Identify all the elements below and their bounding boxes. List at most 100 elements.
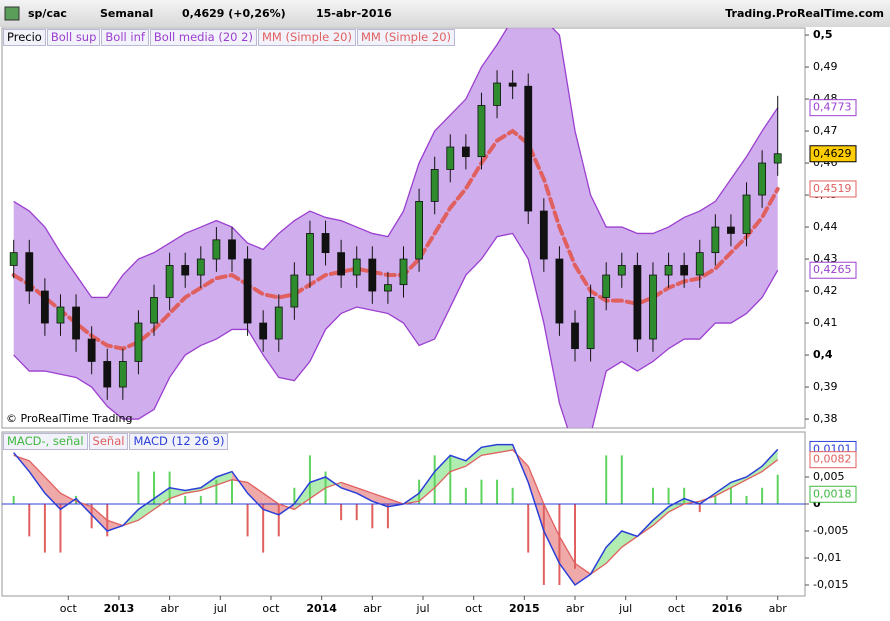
price: 0,4629 (+0,26%) xyxy=(182,7,286,20)
x-tick-label: 2013 xyxy=(104,602,135,615)
watermark: © ProRealTime Trading xyxy=(6,412,132,425)
x-tick-label: 2014 xyxy=(306,602,337,615)
candle-body xyxy=(477,105,486,158)
macd-fill xyxy=(465,447,482,467)
histogram-bar xyxy=(558,503,561,585)
x-tick-label: jul xyxy=(415,602,429,615)
y-tick-label: -0,015 xyxy=(813,578,848,591)
x-tick-label: 2015 xyxy=(509,602,540,615)
histogram-bar xyxy=(246,503,249,537)
candle-body xyxy=(196,258,205,276)
macd-fill xyxy=(44,476,61,510)
candle-body xyxy=(461,146,470,158)
candle-body xyxy=(384,284,392,292)
x-tick-label: jul xyxy=(213,602,227,615)
x-tick-label: abr xyxy=(160,602,179,615)
histogram-bar xyxy=(449,455,452,504)
value-box xyxy=(809,451,857,469)
histogram-bar xyxy=(745,495,748,504)
candle-body xyxy=(758,162,767,196)
histogram-bar xyxy=(371,503,374,529)
x-tick-label: oct xyxy=(60,602,78,615)
macd-fill xyxy=(434,455,451,488)
legend-item: Señal xyxy=(88,433,129,450)
x-tick-label: abr xyxy=(566,602,585,615)
histogram-bar xyxy=(293,487,296,504)
value-box-label: 0,4265 xyxy=(813,263,852,276)
histogram-bar xyxy=(355,503,358,521)
y-tick-label: 0,44 xyxy=(813,220,838,233)
histogram-bar xyxy=(43,503,46,553)
candle-body xyxy=(134,322,143,362)
candle-body xyxy=(306,233,314,276)
y-tick-label: 0,39 xyxy=(813,380,838,393)
y-tick-label: 0 xyxy=(813,497,821,510)
histogram-bar xyxy=(776,474,779,504)
y-tick-label: 0,47 xyxy=(813,124,838,137)
value-box-label: 0,4519 xyxy=(813,182,852,195)
value-box xyxy=(809,485,857,503)
candle-body xyxy=(103,361,112,388)
candle-body xyxy=(9,252,18,266)
histogram-bar xyxy=(464,487,467,504)
value-box-label: 0,4773 xyxy=(813,101,852,114)
candle-body xyxy=(368,258,377,292)
candle-body xyxy=(290,274,299,308)
y-tick-label: 0,41 xyxy=(813,316,838,329)
macd-line xyxy=(13,443,779,587)
macd-fill xyxy=(60,493,77,510)
y-tick-label: -0,01 xyxy=(813,551,841,564)
candle-body xyxy=(430,169,439,202)
value-box-label: 0,4629 xyxy=(813,147,852,160)
histogram-bar xyxy=(28,503,31,537)
value-box xyxy=(809,261,857,279)
candle-body xyxy=(539,210,548,260)
histogram-bar xyxy=(527,503,530,553)
histogram-bar xyxy=(761,487,764,504)
histogram-bar xyxy=(651,487,654,504)
histogram-bar xyxy=(480,479,483,504)
candle-body xyxy=(118,361,127,388)
macd-fill xyxy=(294,482,310,510)
candle-body xyxy=(727,226,735,234)
histogram-bar xyxy=(496,479,499,504)
histogram-bar xyxy=(199,495,202,504)
macd-fill xyxy=(341,482,357,494)
candle-body xyxy=(274,306,283,340)
candle-body xyxy=(571,322,579,350)
histogram-bar xyxy=(542,503,545,585)
candle-body xyxy=(25,252,34,292)
macd-fill xyxy=(528,466,544,531)
histogram-bar xyxy=(215,479,218,504)
macd-fill xyxy=(543,503,560,564)
macd-fill xyxy=(762,449,778,472)
histogram-bar xyxy=(12,495,15,504)
candle-body xyxy=(555,258,564,324)
histogram-bar xyxy=(433,455,436,504)
legend-item: MACD (12 26 9) xyxy=(129,433,229,450)
y-tick-label: 0,42 xyxy=(813,284,838,297)
candle-body xyxy=(87,338,96,362)
macd-fill xyxy=(559,536,576,585)
site: Trading.ProRealTime.com xyxy=(725,7,884,20)
histogram-bar xyxy=(153,471,156,504)
candle-body xyxy=(711,226,720,254)
candle-body xyxy=(352,258,361,276)
x-tick-label: abr xyxy=(769,602,788,615)
histogram-bar xyxy=(667,487,670,504)
value-box xyxy=(809,145,857,163)
y-tick-label: 0,4 xyxy=(813,348,833,361)
candle-body xyxy=(56,306,65,324)
candle-body xyxy=(259,322,268,340)
candle-body xyxy=(150,297,158,324)
macd-panel xyxy=(1,431,806,597)
legend-item: Boll sup xyxy=(46,29,101,46)
legend-item: MACD-, señal xyxy=(3,433,88,450)
candle-body xyxy=(649,274,657,340)
macd-fill xyxy=(497,444,513,453)
band-line xyxy=(13,232,779,428)
histogram-bar xyxy=(262,503,265,553)
value-box-label: 0,0082 xyxy=(813,453,852,466)
macd-fill xyxy=(606,530,622,564)
